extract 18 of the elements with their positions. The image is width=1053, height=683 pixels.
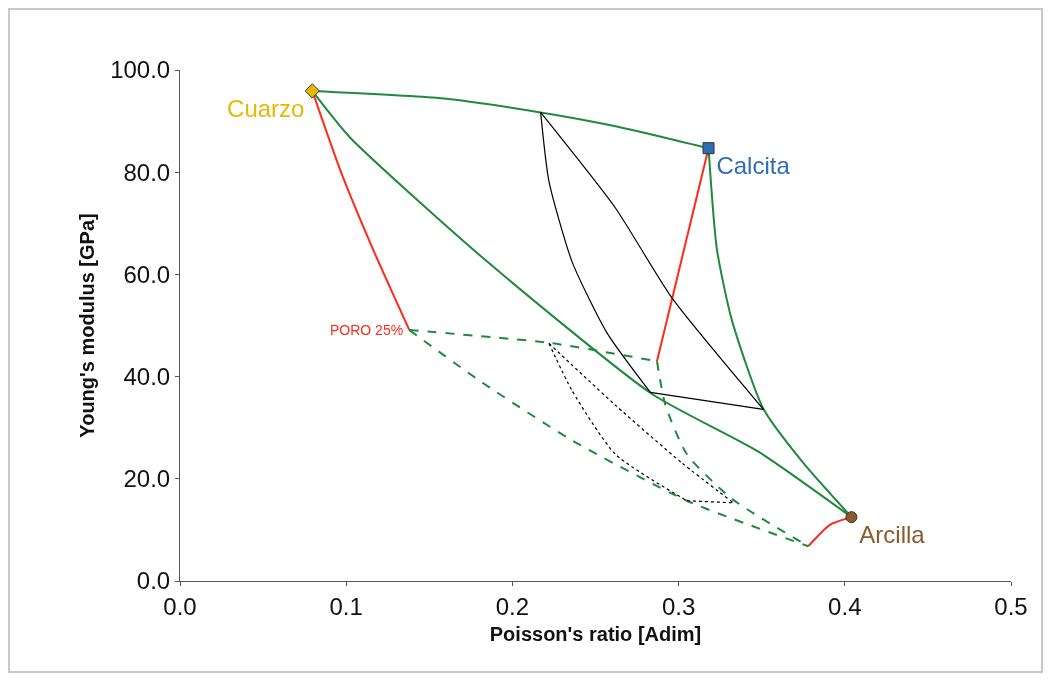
series-label: Cuarzo — [227, 94, 305, 122]
series-label: Arcilla — [859, 521, 926, 549]
y-tick-label: 20.0 — [123, 465, 171, 493]
x-tick-label: 0.0 — [163, 592, 197, 620]
x-axis-title: Poisson's ratio [Adim] — [489, 623, 702, 646]
x-tick-label: 0.1 — [329, 592, 363, 620]
x-tick-label: 0.4 — [828, 592, 862, 620]
x-tick-label: 0.3 — [661, 592, 696, 620]
y-tick-label: 40.0 — [123, 363, 171, 390]
x-tick-label: 0.5 — [994, 592, 1028, 620]
x-tick-label: 0.2 — [495, 592, 530, 620]
series-label: Calcita — [716, 152, 791, 180]
y-tick-label: 80.0 — [123, 158, 171, 186]
annotation: PORO 25% — [330, 322, 404, 338]
y-tick-label: 0.0 — [136, 567, 171, 595]
y-tick-label: 60.0 — [123, 260, 171, 288]
y-axis-title: Young's modulus [GPa] — [75, 213, 98, 438]
y-tick-label: 100.0 — [110, 56, 171, 84]
